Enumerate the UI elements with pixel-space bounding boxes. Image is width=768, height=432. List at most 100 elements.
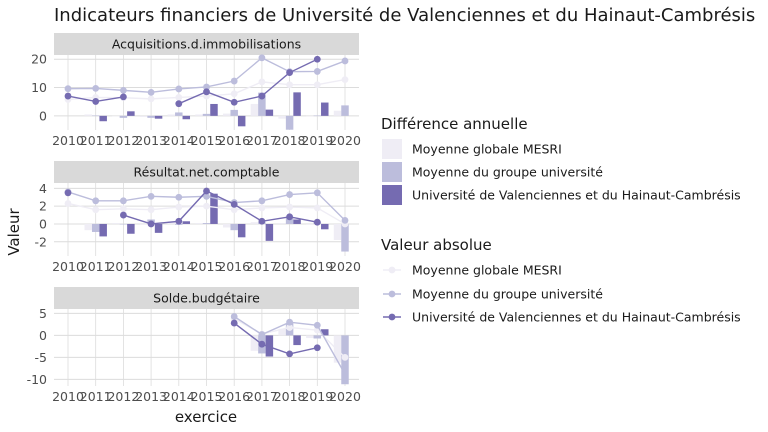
x-tick-label: 2020 <box>329 133 361 148</box>
bar-2-2018 <box>293 335 301 346</box>
point-2-2018 <box>286 350 293 358</box>
x-tick-label: 2012 <box>107 259 139 274</box>
bar-1-2018 <box>285 217 294 224</box>
point-1-2018 <box>286 318 293 326</box>
point-2-2017 <box>258 217 266 225</box>
facet-0: Acquisitions.d.immobilisations0102020102… <box>31 33 361 148</box>
legend-line-label-0: Moyenne globale MESRI <box>412 263 562 278</box>
facet-title: Solde.budgétaire <box>153 291 260 306</box>
point-0-2018 <box>286 324 293 331</box>
point-0-2016 <box>230 206 238 214</box>
bar-1-2020 <box>341 105 349 116</box>
legend-bar-swatch-2 <box>382 185 402 205</box>
point-0-2014 <box>175 203 183 211</box>
x-tick-label: 2018 <box>274 389 306 404</box>
point-1-2018 <box>286 191 293 198</box>
point-1-2013 <box>147 88 155 96</box>
bar-2-2012 <box>127 111 135 116</box>
x-tick-label: 2012 <box>107 389 139 404</box>
bar-1-2011 <box>91 115 100 117</box>
legend-bar-label-0: Moyenne globale MESRI <box>412 142 562 157</box>
bar-2-2017 <box>265 223 274 241</box>
bar-2-2012 <box>127 223 135 234</box>
legend: Différence annuelle Valeur absolue Moyen… <box>381 115 741 325</box>
bar-0-2012 <box>112 115 120 117</box>
point-2-2010 <box>64 92 72 100</box>
point-1-2016 <box>230 313 238 320</box>
bar-0-2014 <box>167 114 176 116</box>
point-2-2017 <box>258 340 266 348</box>
y-tick-label: 0 <box>39 108 47 123</box>
bar-2-2017 <box>265 109 274 116</box>
bar-1-2020 <box>341 223 349 252</box>
point-1-2019 <box>313 189 321 197</box>
bar-0-2017 <box>250 335 259 351</box>
point-1-2015 <box>203 83 210 91</box>
bar-1-2014 <box>175 112 183 116</box>
bar-1-2011 <box>91 223 100 232</box>
facet-title: Acquisitions.d.immobilisations <box>112 37 301 52</box>
y-tick-label: 0 <box>39 328 47 343</box>
bar-0-2015 <box>195 114 203 116</box>
bar-0-2016 <box>222 223 231 228</box>
bar-1-2019 <box>313 335 322 339</box>
bar-2-2013 <box>154 115 163 119</box>
bar-1-2012 <box>119 115 128 118</box>
point-1-2020 <box>341 370 349 378</box>
point-1-2020 <box>341 216 349 224</box>
x-tick-label: 2014 <box>163 133 195 148</box>
y-tick-label: -10 <box>27 372 47 387</box>
point-1-2016 <box>230 77 238 85</box>
x-tick-label: 2020 <box>329 259 361 274</box>
point-2-2015 <box>203 88 210 96</box>
bar-2-2011 <box>99 223 107 237</box>
point-2-2012 <box>120 211 127 219</box>
x-tick-label: 2015 <box>191 133 223 148</box>
x-tick-label: 2014 <box>163 389 195 404</box>
bar-2-2019 <box>321 102 329 116</box>
legend-bar-label-1: Moyenne du groupe université <box>412 165 603 180</box>
bar-2-2018 <box>293 219 301 224</box>
point-2-2011 <box>92 98 100 105</box>
point-2-2018 <box>286 213 293 221</box>
point-1-2010 <box>64 85 72 93</box>
point-2-2019 <box>313 344 321 352</box>
x-tick-label: 2011 <box>80 259 112 274</box>
bar-1-2016 <box>230 109 238 116</box>
bar-2-2015 <box>210 193 218 224</box>
point-2-2014 <box>175 217 183 225</box>
bar-0-2020 <box>333 335 342 363</box>
point-0-2014 <box>175 94 183 101</box>
point-2-2014 <box>175 100 183 108</box>
bar-0-2018 <box>278 328 286 336</box>
bar-2-2019 <box>321 223 329 230</box>
bar-0-2013 <box>139 115 148 117</box>
point-0-2017 <box>258 78 266 86</box>
bar-1-2017 <box>258 92 266 116</box>
point-2-2015 <box>203 187 210 195</box>
bar-0-2012 <box>112 223 120 224</box>
point-1-2014 <box>175 193 183 201</box>
y-tick-label: 10 <box>31 80 47 95</box>
bar-1-2016 <box>230 223 238 231</box>
bar-0-2011 <box>84 114 92 116</box>
point-2-2019 <box>313 218 321 226</box>
x-tick-label: 2013 <box>135 133 167 148</box>
point-0-2020 <box>341 76 349 84</box>
bar-2-2017 <box>265 335 274 357</box>
bar-2-2019 <box>321 329 329 336</box>
x-tick-label: 2020 <box>329 389 361 404</box>
point-1-2012 <box>120 197 127 205</box>
x-tick-label: 2012 <box>107 133 139 148</box>
point-0-2020 <box>341 354 349 361</box>
point-1-2015 <box>203 192 210 200</box>
point-1-2017 <box>258 197 266 205</box>
x-tick-label: 2010 <box>52 389 84 404</box>
bar-1-2015 <box>202 223 211 224</box>
bar-2-2018 <box>293 92 301 116</box>
point-0-2013 <box>147 206 155 214</box>
x-tick-label: 2010 <box>52 259 84 274</box>
x-tick-label: 2018 <box>274 133 306 148</box>
bar-2-2016 <box>237 223 246 238</box>
bar-2-2014 <box>182 221 191 224</box>
